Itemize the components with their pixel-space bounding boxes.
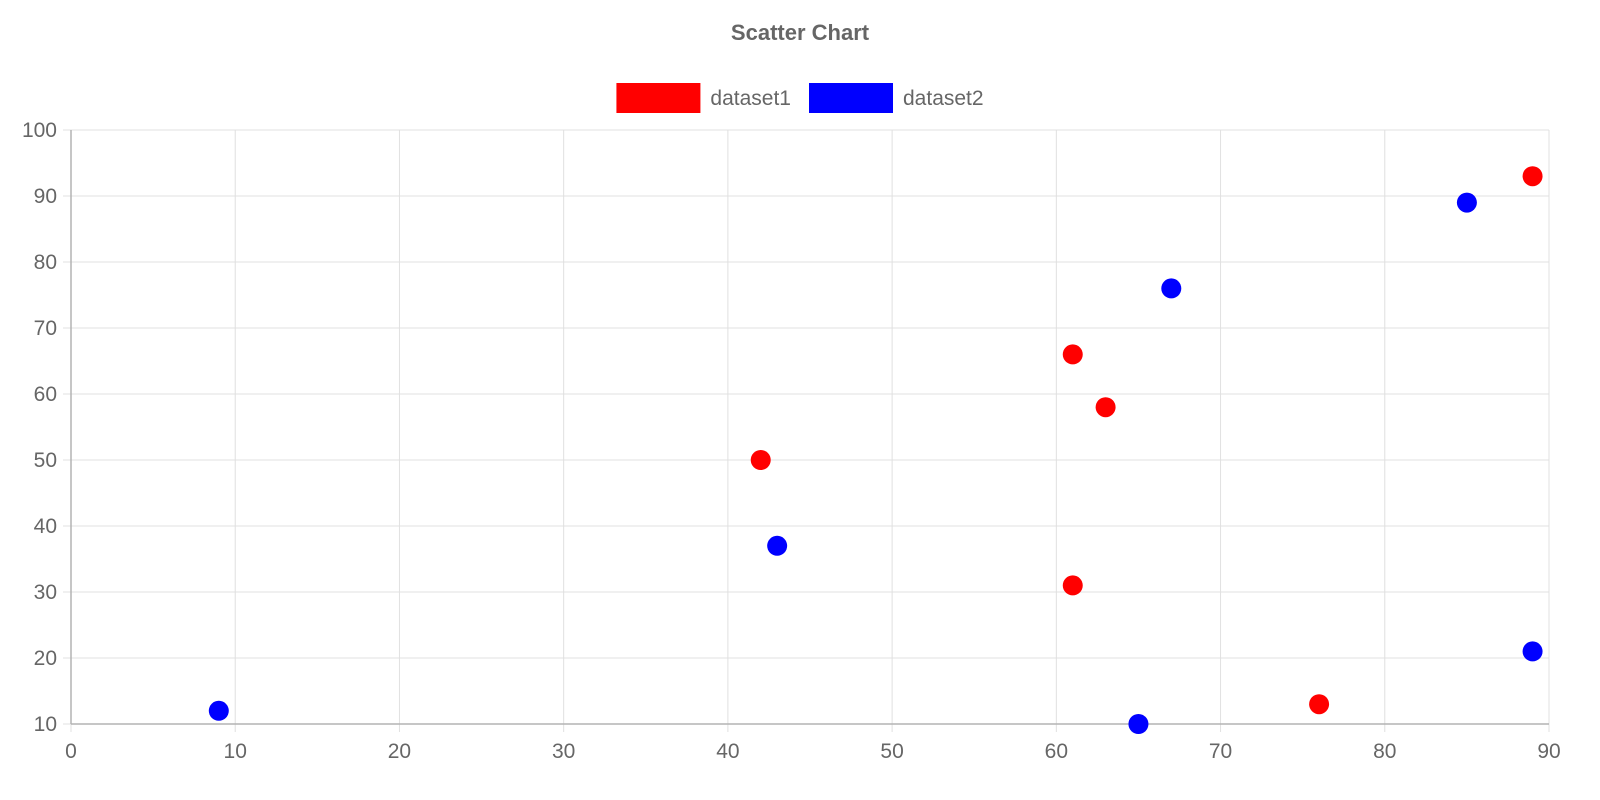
scatter-point-dataset1[interactable] <box>1095 397 1116 418</box>
y-tick-label: 60 <box>34 383 57 406</box>
x-tick-label: 40 <box>716 740 739 763</box>
scatter-point-dataset2[interactable] <box>1161 278 1182 299</box>
scatter-point-dataset1[interactable] <box>1522 166 1543 187</box>
legend-item-dataset1[interactable]: dataset1 <box>616 83 791 113</box>
y-tick-label: 50 <box>34 449 57 472</box>
data-points <box>208 166 1543 734</box>
y-tick-label: 100 <box>22 119 57 142</box>
scatter-point-dataset1[interactable] <box>1309 694 1330 715</box>
scatter-point-dataset2[interactable] <box>208 700 229 721</box>
legend-swatch <box>616 83 701 113</box>
y-tick-label: 20 <box>34 647 57 670</box>
scatter-point-dataset1[interactable] <box>1062 575 1083 596</box>
legend-item-dataset2[interactable]: dataset2 <box>809 83 984 113</box>
x-tick-label: 70 <box>1209 740 1232 763</box>
legend-label: dataset1 <box>710 87 791 110</box>
chart-title: Scatter Chart <box>731 20 870 45</box>
x-tick-label: 90 <box>1537 740 1560 763</box>
y-tick-label: 30 <box>34 581 57 604</box>
scatter-point-dataset2[interactable] <box>1522 641 1543 662</box>
axes-layer <box>70 130 1549 725</box>
y-tick-label: 10 <box>34 713 57 736</box>
x-tick-label: 20 <box>388 740 411 763</box>
scatter-point-dataset1[interactable] <box>750 450 771 470</box>
x-tick-label: 60 <box>1045 740 1068 763</box>
grid-layer <box>63 129 1550 732</box>
y-tick-label: 40 <box>34 515 57 538</box>
x-tick-label: 80 <box>1373 740 1396 763</box>
x-tick-label: 30 <box>552 740 575 763</box>
y-tick-label: 80 <box>34 251 57 274</box>
x-tick-label: 0 <box>65 740 77 763</box>
legend-label: dataset2 <box>903 87 984 110</box>
x-tick-label: 50 <box>880 740 903 763</box>
scatter-point-dataset2[interactable] <box>1456 192 1477 213</box>
scatter-point-dataset2[interactable] <box>1128 714 1149 734</box>
scatter-point-dataset1[interactable] <box>1062 344 1083 365</box>
x-tick-label: 10 <box>224 740 247 763</box>
tick-labels: 0 10 20 30 40 50 60 70 80 90 10 20 30 40 50 60 70 80 90 100 <box>22 119 1561 763</box>
scatter-point-dataset2[interactable] <box>767 535 788 556</box>
legend: dataset1 dataset2 <box>616 83 984 113</box>
y-tick-label: 70 <box>34 317 57 340</box>
legend-swatch <box>809 83 893 113</box>
y-tick-label: 90 <box>34 185 57 208</box>
